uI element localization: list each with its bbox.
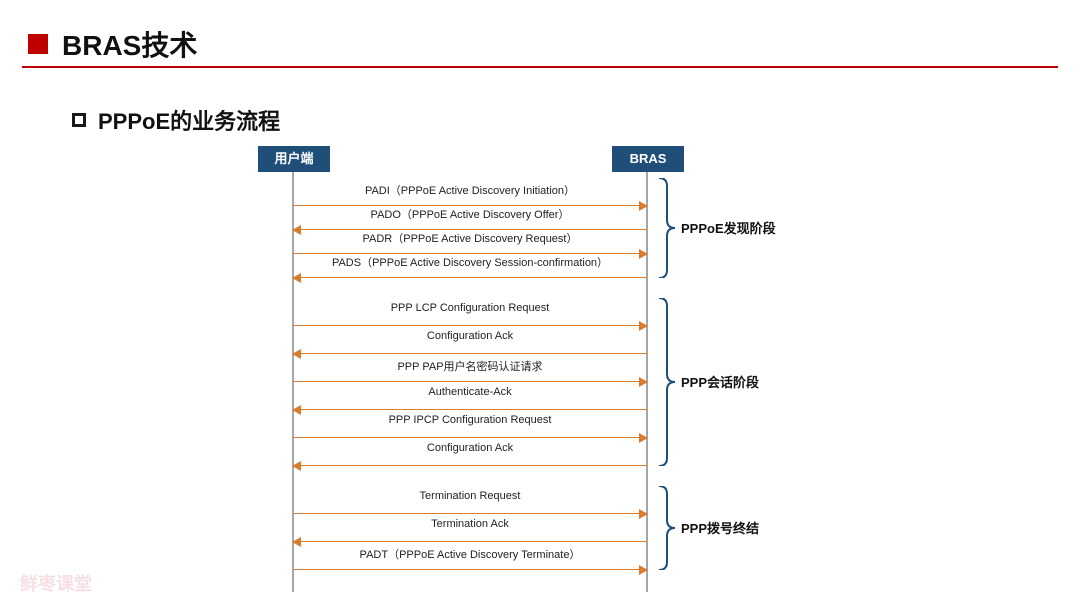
arrowhead-left-icon [292,537,301,547]
message-label: PPP LCP Configuration Request [293,302,647,314]
arrowhead-right-icon [639,433,648,443]
message-label: PPP IPCP Configuration Request [293,414,647,426]
message-arrow-line [293,437,647,439]
message-row: PPP PAP用户名密码认证请求 [293,360,647,382]
message-row: Configuration Ack [293,332,647,354]
actor-right: BRAS [612,146,684,172]
message-row: PPP LCP Configuration Request [293,304,647,326]
phase-label: PPP会话阶段 [681,372,801,391]
phase-bracket [659,178,675,278]
message-arrow-line [293,381,647,383]
message-arrow-line [293,541,647,543]
message-label: Termination Request [293,490,647,502]
arrowhead-right-icon [639,321,648,331]
message-arrow-line [293,569,647,571]
message-row: PADI（PPPoE Active Discovery Initiation） [293,184,647,206]
message-row: Termination Ack [293,520,647,542]
message-row: PADR（PPPoE Active Discovery Request） [293,232,647,254]
message-label: Configuration Ack [293,442,647,454]
message-label: Configuration Ack [293,330,647,342]
message-arrow-line [293,353,647,355]
arrowhead-right-icon [639,509,648,519]
message-row: PADS（PPPoE Active Discovery Session-conf… [293,256,647,278]
arrowhead-right-icon [639,565,648,575]
title-bullet-icon [28,34,48,54]
message-arrow-line [293,409,647,411]
title-row: BRAS技术 [0,0,1080,64]
subtitle-text: PPPoE的业务流程 [98,104,280,136]
message-label: PPP PAP用户名密码认证请求 [293,358,647,374]
message-row: PADT（PPPoE Active Discovery Terminate） [293,548,647,570]
subtitle-bullet-icon [72,113,86,127]
phase-bracket [659,486,675,570]
message-label: Authenticate-Ack [293,386,647,398]
message-arrow-line [293,465,647,467]
arrowhead-right-icon [639,377,648,387]
watermark: 鲜枣课堂 [20,570,92,596]
phase-label: PPP拨号终结 [681,518,801,537]
arrowhead-left-icon [292,461,301,471]
arrowhead-left-icon [292,405,301,415]
message-row: PPP IPCP Configuration Request [293,416,647,438]
message-row: Termination Request [293,492,647,514]
message-arrow-line [293,277,647,279]
message-label: PADR（PPPoE Active Discovery Request） [293,230,647,246]
message-label: Termination Ack [293,518,647,530]
phase-label: PPPoE发现阶段 [681,218,801,237]
message-row: Authenticate-Ack [293,388,647,410]
actor-left: 用户端 [258,146,330,172]
phase-bracket [659,298,675,466]
message-label: PADS（PPPoE Active Discovery Session-conf… [293,254,647,270]
divider [22,66,1058,68]
message-label: PADO（PPPoE Active Discovery Offer） [293,206,647,222]
page-title: BRAS技术 [62,24,197,64]
message-arrow-line [293,513,647,515]
subtitle-row: PPPoE的业务流程 [72,104,280,136]
message-row: Configuration Ack [293,444,647,466]
message-arrow-line [293,325,647,327]
arrowhead-left-icon [292,273,301,283]
message-label: PADT（PPPoE Active Discovery Terminate） [293,546,647,562]
message-label: PADI（PPPoE Active Discovery Initiation） [293,182,647,198]
message-row: PADO（PPPoE Active Discovery Offer） [293,208,647,230]
arrowhead-left-icon [292,349,301,359]
